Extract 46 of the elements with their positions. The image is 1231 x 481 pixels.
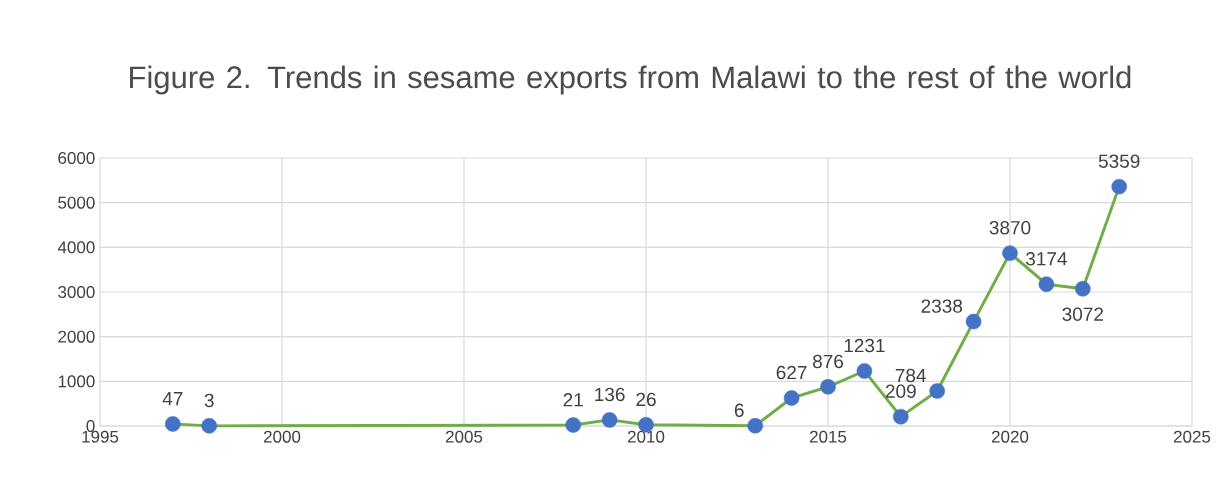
y-tick-label: 5000 [58,196,95,209]
y-tick-label: 0 [86,419,95,433]
x-tick-label: 2005 [445,430,483,443]
data-label: 209 [885,384,916,398]
data-label: 2338 [921,299,963,313]
x-tick-label: 2025 [1173,430,1211,443]
y-tick-label: 6000 [58,151,95,165]
point [1075,281,1091,297]
x-tick-label: 2015 [809,430,847,443]
point [201,418,217,434]
point [820,379,836,395]
y-tick-label: 3000 [58,285,95,299]
data-label: 6 [734,403,744,418]
point [1111,178,1127,195]
x-tick-label: 2020 [991,430,1029,443]
data-label: 26 [636,392,656,407]
data-label: 1231 [844,338,885,353]
point [1038,276,1055,292]
data-label: 3 [204,393,214,408]
y-tick-label: 1000 [58,375,95,388]
data-label: 3174 [1026,252,1067,266]
point [1002,245,1018,261]
data-label: 627 [776,365,807,380]
data-label: 47 [162,392,183,406]
data-label: 5359 [1098,154,1140,168]
data-label: 876 [812,354,844,369]
x-tick-label: 2010 [627,430,665,443]
point [601,412,618,428]
point [783,390,800,406]
point [929,383,945,399]
point [856,363,873,379]
point [965,313,982,330]
point [747,417,763,434]
chart-title: Figure 2. Trends in sesame exports from Malawi to the rest of the world [130,65,1131,95]
data-label: 3072 [1062,307,1103,321]
point [165,416,181,432]
x-tick-label: 1995 [82,430,119,443]
point [893,408,909,425]
point [565,417,581,433]
data-label: 3870 [989,220,1031,235]
data-label: 784 [895,368,926,383]
x-tick-label: 2000 [263,430,301,443]
data-label: 136 [595,387,625,402]
y-tick-label: 4000 [57,241,95,254]
y-tick-label: 2000 [58,330,95,343]
data-label: 21 [563,393,583,407]
